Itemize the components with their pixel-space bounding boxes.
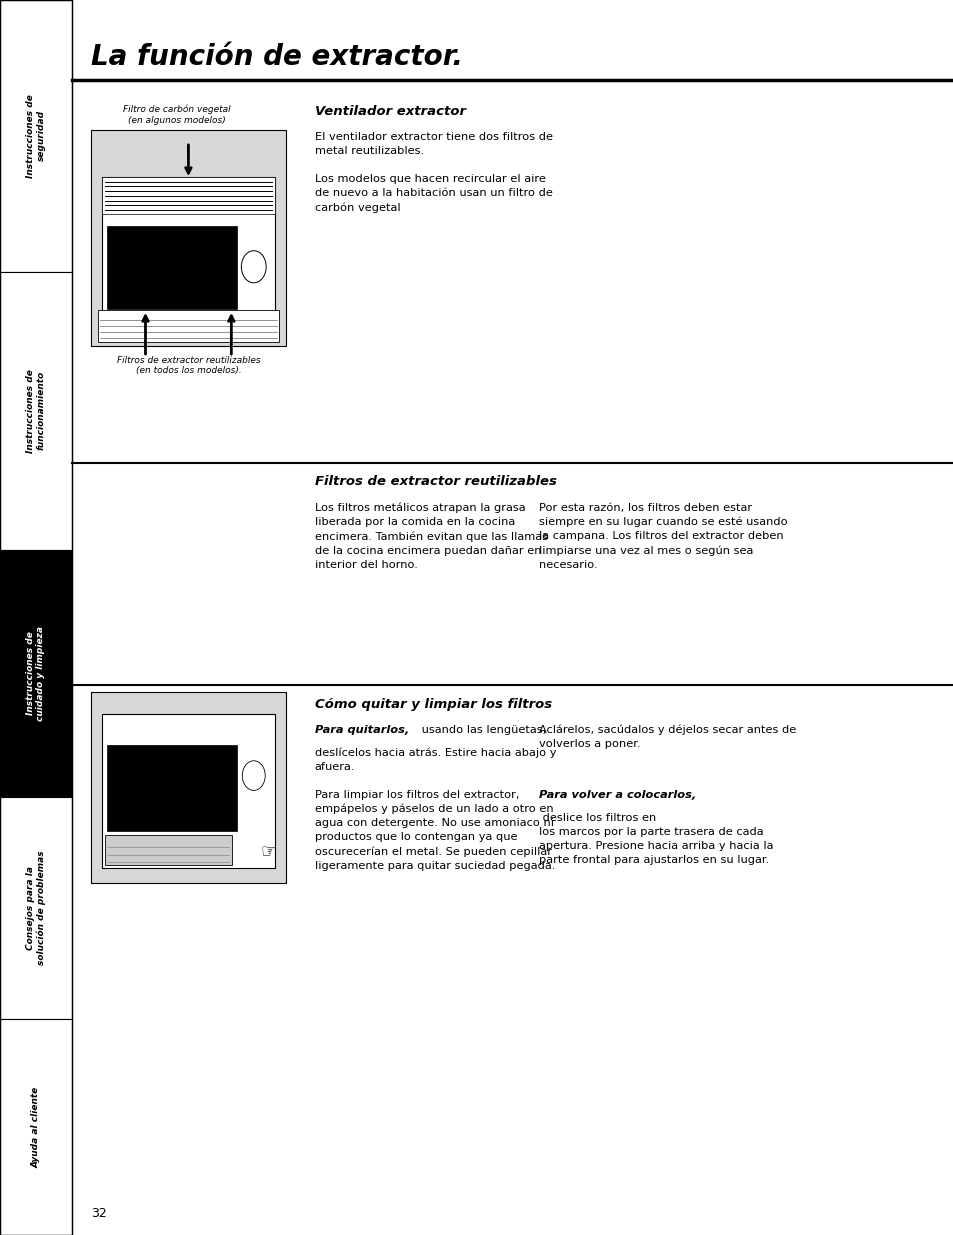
Text: Por esta razón, los filtros deben estar
siempre en su lugar cuando se esté usand: Por esta razón, los filtros deben estar … bbox=[538, 503, 787, 571]
Text: ☞: ☞ bbox=[260, 842, 276, 861]
Text: deslícelos hacia atrás. Estire hacia abajo y
afuera.

Para limpiar los filtros d: deslícelos hacia atrás. Estire hacia aba… bbox=[314, 747, 556, 871]
Bar bbox=[0, 797, 71, 1019]
Bar bbox=[0, 1019, 71, 1235]
Text: Filtros de extractor reutilizables: Filtros de extractor reutilizables bbox=[314, 475, 557, 489]
Text: Instrucciones de
seguridad: Instrucciones de seguridad bbox=[26, 94, 46, 178]
Text: Para volver a colocarlos,: Para volver a colocarlos, bbox=[538, 790, 696, 800]
Text: La función de extractor.: La función de extractor. bbox=[91, 43, 462, 72]
Text: Instrucciones de
cuidado y limpieza: Instrucciones de cuidado y limpieza bbox=[26, 626, 46, 720]
Text: Los filtros metálicos atrapan la grasa
liberada por la comida en la cocina
encim: Los filtros metálicos atrapan la grasa l… bbox=[314, 503, 547, 569]
Bar bbox=[107, 745, 236, 831]
Circle shape bbox=[242, 761, 265, 790]
Text: usando las lengüetas,: usando las lengüetas, bbox=[417, 725, 545, 735]
Bar bbox=[0, 0, 71, 272]
Text: 32: 32 bbox=[91, 1207, 107, 1220]
Circle shape bbox=[241, 251, 266, 283]
Bar bbox=[0, 550, 71, 797]
Bar bbox=[0, 272, 71, 550]
Text: El ventilador extractor tiene dos filtros de
metal reutilizables.

Los modelos q: El ventilador extractor tiene dos filtro… bbox=[314, 132, 552, 212]
Bar bbox=[0, 0, 71, 1235]
Text: deslice los filtros en
los marcos por la parte trasera de cada
apertura. Presion: deslice los filtros en los marcos por la… bbox=[538, 813, 773, 864]
Bar bbox=[105, 835, 232, 864]
Text: Cómo quitar y limpiar los filtros: Cómo quitar y limpiar los filtros bbox=[314, 698, 552, 711]
Bar bbox=[102, 177, 274, 319]
Text: Filtros de extractor reutilizables
(en todos los modelos).: Filtros de extractor reutilizables (en t… bbox=[116, 356, 260, 375]
Text: Para quitarlos,: Para quitarlos, bbox=[314, 725, 409, 735]
Bar bbox=[102, 177, 274, 214]
Text: Ayuda al cliente: Ayuda al cliente bbox=[31, 1087, 40, 1167]
Text: Aclárelos, sacúdalos y déjelos secar antes de
volverlos a poner.: Aclárelos, sacúdalos y déjelos secar ant… bbox=[538, 725, 796, 750]
Text: Consejos para la
solución de problemas: Consejos para la solución de problemas bbox=[26, 851, 46, 965]
Bar bbox=[102, 714, 274, 868]
Text: Ventilador extractor: Ventilador extractor bbox=[314, 105, 465, 119]
Bar bbox=[91, 130, 286, 346]
Bar bbox=[91, 692, 286, 883]
Bar bbox=[98, 310, 278, 342]
Text: Filtro de carbón vegetal
(en algunos modelos): Filtro de carbón vegetal (en algunos mod… bbox=[123, 105, 230, 125]
Text: Instrucciones de
funcionamiento: Instrucciones de funcionamiento bbox=[26, 369, 46, 452]
Bar bbox=[107, 226, 236, 309]
